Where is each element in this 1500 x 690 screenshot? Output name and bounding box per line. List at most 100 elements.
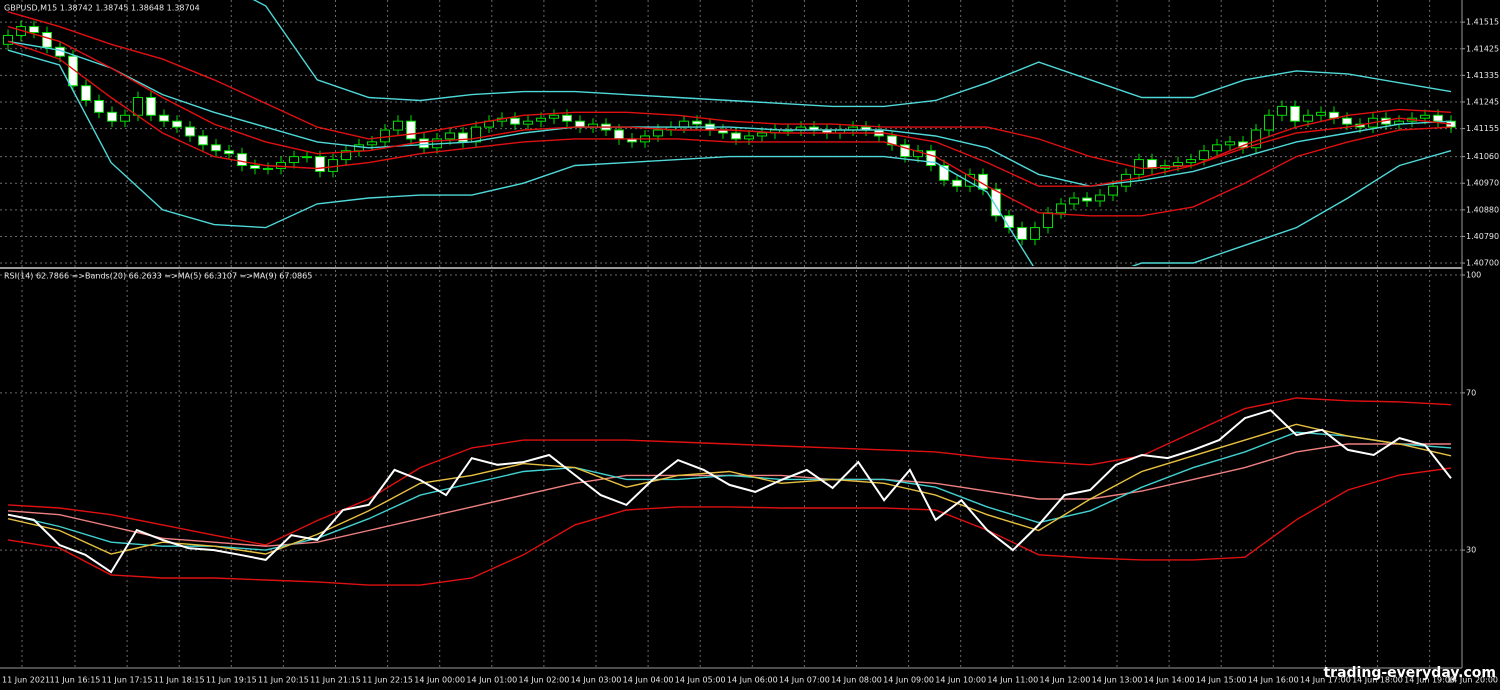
candle-body (1108, 185, 1118, 196)
x-tick-label: 14 Jun 03:00 (571, 676, 622, 685)
candle-body (445, 132, 455, 140)
candle-body (1030, 227, 1040, 240)
candle-body (1342, 117, 1352, 125)
x-tick-label: 14 Jun 12:00 (1039, 676, 1090, 685)
candle-body (406, 120, 416, 140)
candle-body (289, 156, 299, 164)
candle-body (159, 114, 169, 122)
x-tick-label: 14 Jun 19:00 (1404, 676, 1455, 685)
indicator-line (7, 397, 1452, 546)
candle-body (250, 165, 260, 169)
y-tick-label: 1.41515 (1466, 18, 1499, 27)
watermark: trading-everyday.com (1323, 665, 1496, 681)
candle-body (3, 34, 13, 45)
candle-body (1082, 197, 1092, 202)
candle-body (692, 120, 702, 125)
candle-body (198, 135, 208, 146)
x-tick-label: 14 Jun 18:00 (1352, 676, 1403, 685)
candle-body (744, 135, 754, 140)
candle-body (341, 150, 351, 161)
x-tick-label: 11 Jun 21:15 (310, 676, 361, 685)
candle-body (900, 144, 910, 158)
candle-body (913, 150, 923, 158)
candle-body (1212, 144, 1222, 152)
x-tick-label: 14 Jun 04:00 (623, 676, 674, 685)
candle-body (1433, 114, 1443, 122)
candle-body (1095, 194, 1105, 202)
candle-body (1264, 114, 1274, 131)
candle-body (1290, 105, 1300, 122)
y-tick-label: 1.41245 (1466, 97, 1499, 106)
candle-body (1017, 227, 1027, 240)
rsi-title: RSI(14) 62.7866 =>Bands(20) 66.2633 =>MA… (4, 272, 312, 281)
candle-body (653, 129, 663, 137)
y-tick-label: 1.41155 (1466, 124, 1499, 133)
labels: GBPUSD,M15 1.38742 1.38745 1.38648 1.387… (2, 4, 1499, 685)
y-tick-label: 1.40700 (1466, 259, 1499, 268)
candle-body (120, 114, 130, 122)
candle-body (81, 85, 91, 101)
candle-body (1173, 162, 1183, 167)
x-tick-label: 14 Jun 02:00 (518, 676, 569, 685)
candle-body (1056, 203, 1066, 214)
candle-body (523, 120, 533, 125)
x-tick-label: 14 Jun 10:00 (935, 676, 986, 685)
price-title: GBPUSD,M15 1.38742 1.38745 1.38648 1.387… (4, 4, 200, 13)
x-tick-label: 14 Jun 14:00 (1144, 676, 1195, 685)
candle-body (1303, 114, 1313, 122)
candle-body (1277, 105, 1287, 116)
candle-body (1186, 159, 1196, 164)
y-tick-label: 100 (1466, 271, 1481, 280)
candle-body (172, 120, 182, 128)
y-tick-label: 70 (1466, 388, 1476, 397)
candle-body (263, 167, 273, 170)
y-tick-label: 30 (1466, 546, 1476, 555)
x-tick-label: 14 Jun 15:00 (1196, 676, 1247, 685)
candle-body (380, 129, 390, 143)
candle-body (393, 120, 403, 131)
candle-body (146, 97, 156, 116)
y-tick-label: 1.40970 (1466, 179, 1499, 188)
candle-body (367, 141, 377, 146)
candle-body (536, 117, 546, 122)
x-tick-label: 14 Jun 01:00 (466, 676, 517, 685)
candle-body (94, 99, 104, 113)
candle-body (679, 120, 689, 128)
indicator-line (7, 409, 1452, 574)
candle-body (939, 165, 949, 181)
y-tick-label: 1.41335 (1466, 71, 1499, 80)
x-tick-label: 11 Jun 18:15 (154, 676, 205, 685)
candle-body (328, 159, 338, 172)
candle-body (1043, 212, 1053, 229)
candle-body (1420, 114, 1430, 119)
x-tick-label: 14 Jun 11:00 (987, 676, 1038, 685)
candle-body (42, 32, 52, 48)
candle-body (419, 138, 429, 149)
y-tick-label: 1.41060 (1466, 152, 1499, 161)
price-panel (3, 0, 1456, 266)
x-tick-label: 14 Jun 08:00 (831, 676, 882, 685)
candle-body (575, 120, 585, 128)
candle-body (1225, 141, 1235, 146)
x-tick-label: 14 Jun 17:00 (1300, 676, 1351, 685)
y-tick-label: 1.41425 (1466, 44, 1499, 53)
candle-body (1199, 150, 1209, 161)
x-tick-label: 11 Jun 2021 (2, 676, 50, 685)
candle-body (185, 126, 195, 137)
x-tick-label: 11 Jun 16:15 (50, 676, 101, 685)
grid-layer (0, 0, 1465, 668)
indicator-line (7, 49, 1452, 266)
indicator-line (7, 40, 1452, 187)
y-tick-label: 1.40790 (1466, 232, 1499, 241)
candle-body (224, 150, 234, 155)
x-tick-label: 14 Jun 00:00 (414, 676, 465, 685)
indicator-line (7, 423, 1452, 555)
candle-body (471, 126, 481, 143)
candle-body (458, 132, 468, 143)
x-tick-label: 11 Jun 19:15 (206, 676, 257, 685)
indicator-line (7, 25, 1452, 187)
x-tick-label: 14 Jun 13:00 (1092, 676, 1143, 685)
candle-body (1069, 197, 1079, 205)
x-tick-label: 14 Jun 09:00 (883, 676, 934, 685)
